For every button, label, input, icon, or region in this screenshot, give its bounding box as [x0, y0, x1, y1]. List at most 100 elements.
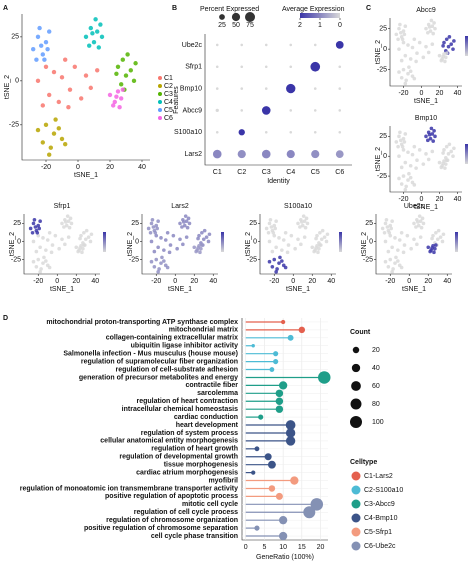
legend-label: 60	[372, 383, 380, 390]
lollipop-head	[303, 506, 316, 519]
legend-label: C4-Bmp10	[364, 515, 398, 522]
point	[153, 230, 158, 235]
point	[412, 37, 417, 42]
legend-size	[350, 398, 362, 410]
point	[115, 64, 121, 69]
point	[96, 45, 102, 50]
point	[398, 22, 402, 27]
point	[275, 267, 279, 271]
point	[198, 250, 202, 255]
point	[48, 145, 53, 150]
point	[175, 246, 179, 251]
y-tick-label: Ube2c	[182, 42, 203, 49]
axis	[21, 14, 150, 161]
point	[202, 228, 207, 233]
point	[430, 132, 435, 136]
point	[154, 233, 159, 238]
point	[400, 37, 405, 42]
dot	[215, 65, 219, 69]
point	[31, 221, 36, 226]
point	[400, 144, 405, 149]
x-tick-label: 0	[244, 544, 248, 551]
legend-swatch	[351, 499, 361, 509]
dot	[338, 109, 342, 112]
feature-title: Lars2	[171, 203, 189, 210]
legend-swatch	[158, 84, 162, 88]
point	[56, 99, 61, 105]
point	[194, 249, 198, 254]
point	[394, 32, 399, 37]
point	[441, 232, 446, 237]
category-label: collagen-containing extracellular matrix	[106, 335, 238, 342]
lollipop-head	[273, 351, 279, 357]
point	[78, 236, 82, 241]
point	[441, 161, 445, 166]
point	[386, 264, 391, 269]
point	[80, 250, 84, 255]
point	[430, 24, 435, 28]
point	[42, 255, 46, 260]
y-tick-label: -25	[11, 256, 21, 263]
point	[64, 223, 69, 228]
point	[171, 233, 176, 238]
point	[111, 103, 116, 108]
lollipop-head	[251, 344, 255, 348]
point	[403, 53, 408, 58]
x-tick-label: 40	[327, 278, 335, 285]
x-tick-label: 0	[291, 278, 295, 285]
point	[401, 148, 406, 152]
point	[114, 94, 119, 99]
y-tick-label: 25	[379, 133, 387, 140]
point	[424, 26, 428, 31]
lollipop-head	[278, 381, 288, 390]
point	[393, 261, 397, 265]
point	[412, 237, 416, 242]
colorbar	[465, 36, 468, 56]
point	[399, 165, 404, 170]
point	[178, 221, 182, 226]
point	[449, 149, 454, 154]
point	[31, 239, 36, 244]
y-tick-label: 0	[369, 238, 373, 245]
point	[182, 223, 187, 228]
x-axis-label: Identity	[267, 178, 290, 185]
point	[156, 270, 160, 274]
point	[165, 265, 170, 270]
point	[447, 142, 452, 147]
point	[318, 243, 322, 247]
colorbar	[455, 232, 458, 252]
category-label: regulation of developmental growth	[119, 454, 238, 461]
point	[62, 225, 66, 229]
point	[206, 239, 211, 244]
point	[38, 270, 42, 274]
point	[430, 246, 434, 250]
point	[317, 246, 321, 251]
category-label: contractile fiber	[185, 382, 238, 389]
legend-swatch	[351, 513, 361, 523]
x-tick-label: -20	[33, 278, 43, 285]
point	[82, 230, 86, 235]
point	[388, 257, 393, 262]
category-label: positive regulation of apoptotic process	[105, 493, 238, 500]
point	[428, 136, 433, 141]
point	[42, 57, 47, 62]
legend-label: 100	[372, 419, 384, 426]
point	[95, 68, 100, 73]
category-label: positive regulation of chromosome separa…	[84, 525, 238, 532]
point	[433, 26, 437, 31]
x-tick-label: 0	[407, 278, 411, 285]
legend-label: 0	[338, 22, 342, 29]
point	[182, 220, 186, 224]
x-tick-label: 40	[443, 278, 451, 285]
legend-label: C4	[164, 99, 173, 106]
point	[168, 243, 173, 247]
point	[444, 144, 449, 149]
lollipop-head	[268, 485, 276, 492]
point	[387, 230, 392, 235]
point	[151, 225, 156, 229]
point	[165, 230, 170, 235]
point	[452, 146, 456, 151]
dot	[313, 87, 317, 90]
category-label: mitochondrial matrix	[169, 327, 238, 334]
point	[264, 226, 269, 231]
